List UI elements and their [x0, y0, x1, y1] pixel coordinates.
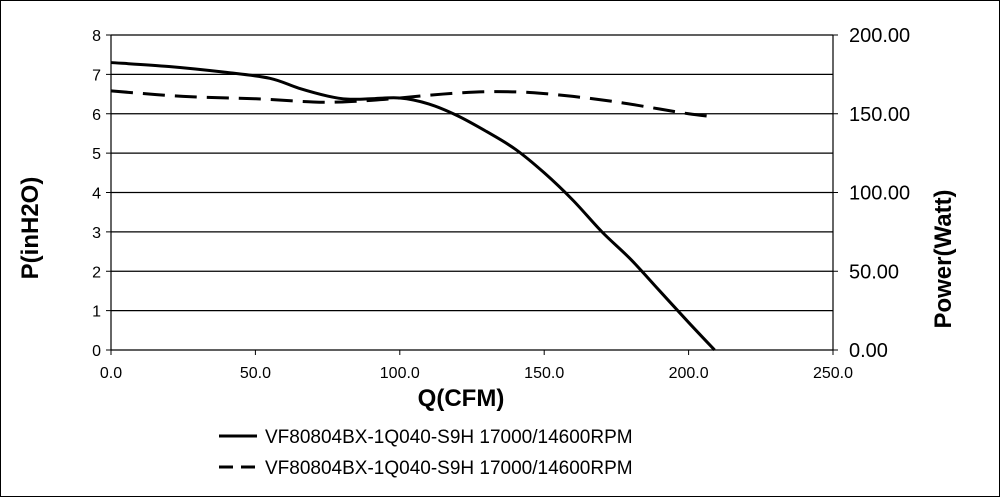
legend-label-power: VF80804BX-1Q040-S9H 17000/14600RPM	[265, 458, 633, 479]
y-left-axis-ticks: 0 1 2 3 4 5 6 7 8	[92, 28, 111, 360]
y-right-tick-label: 50.00	[849, 261, 899, 283]
x-tick-label: 250.0	[813, 365, 853, 382]
y-left-tick-label: 0	[92, 343, 101, 360]
x-tick-label: 50.0	[240, 365, 271, 382]
legend-label-pressure: VF80804BX-1Q040-S9H 17000/14600RPM	[265, 427, 633, 448]
y-right-tick-label: 150.00	[849, 104, 910, 126]
y-right-tick-label: 200.00	[849, 25, 910, 47]
y-left-tick-label: 8	[92, 28, 101, 45]
series-line-power-dashed	[110, 89, 715, 119]
y-left-tick-label: 4	[92, 186, 101, 203]
x-tick-label: 200.0	[669, 365, 709, 382]
x-axis-ticks: 0.0 50.0 100.0 150.0 200.0 250.0	[100, 350, 853, 382]
y-left-tick-label: 6	[92, 107, 101, 124]
y-right-tick-label: 100.00	[849, 183, 910, 205]
x-tick-label: 150.0	[524, 365, 564, 382]
legend: VF80804BX-1Q040-S9H 17000/14600RPM VF808…	[219, 427, 633, 479]
y-left-tick-label: 1	[92, 304, 101, 321]
x-tick-label: 100.0	[380, 365, 420, 382]
y-left-axis-title: P(inH2O)	[17, 177, 44, 280]
series-lines	[110, 61, 716, 352]
gridlines	[111, 34, 833, 351]
y-right-tick-label: 0.00	[849, 340, 888, 362]
y-left-tick-label: 3	[92, 225, 101, 242]
y-left-tick-label: 2	[92, 264, 101, 281]
y-left-tick-label: 7	[92, 67, 101, 84]
series-line-pressure-solid	[110, 61, 716, 352]
x-axis-title: Q(CFM)	[418, 385, 505, 412]
y-right-axis-ticks: 0.00 50.00 100.00 150.00 200.00	[833, 25, 910, 362]
y-right-axis-title: Power(Watt)	[930, 189, 957, 328]
x-tick-label: 0.0	[100, 365, 122, 382]
y-left-tick-label: 5	[92, 146, 101, 163]
